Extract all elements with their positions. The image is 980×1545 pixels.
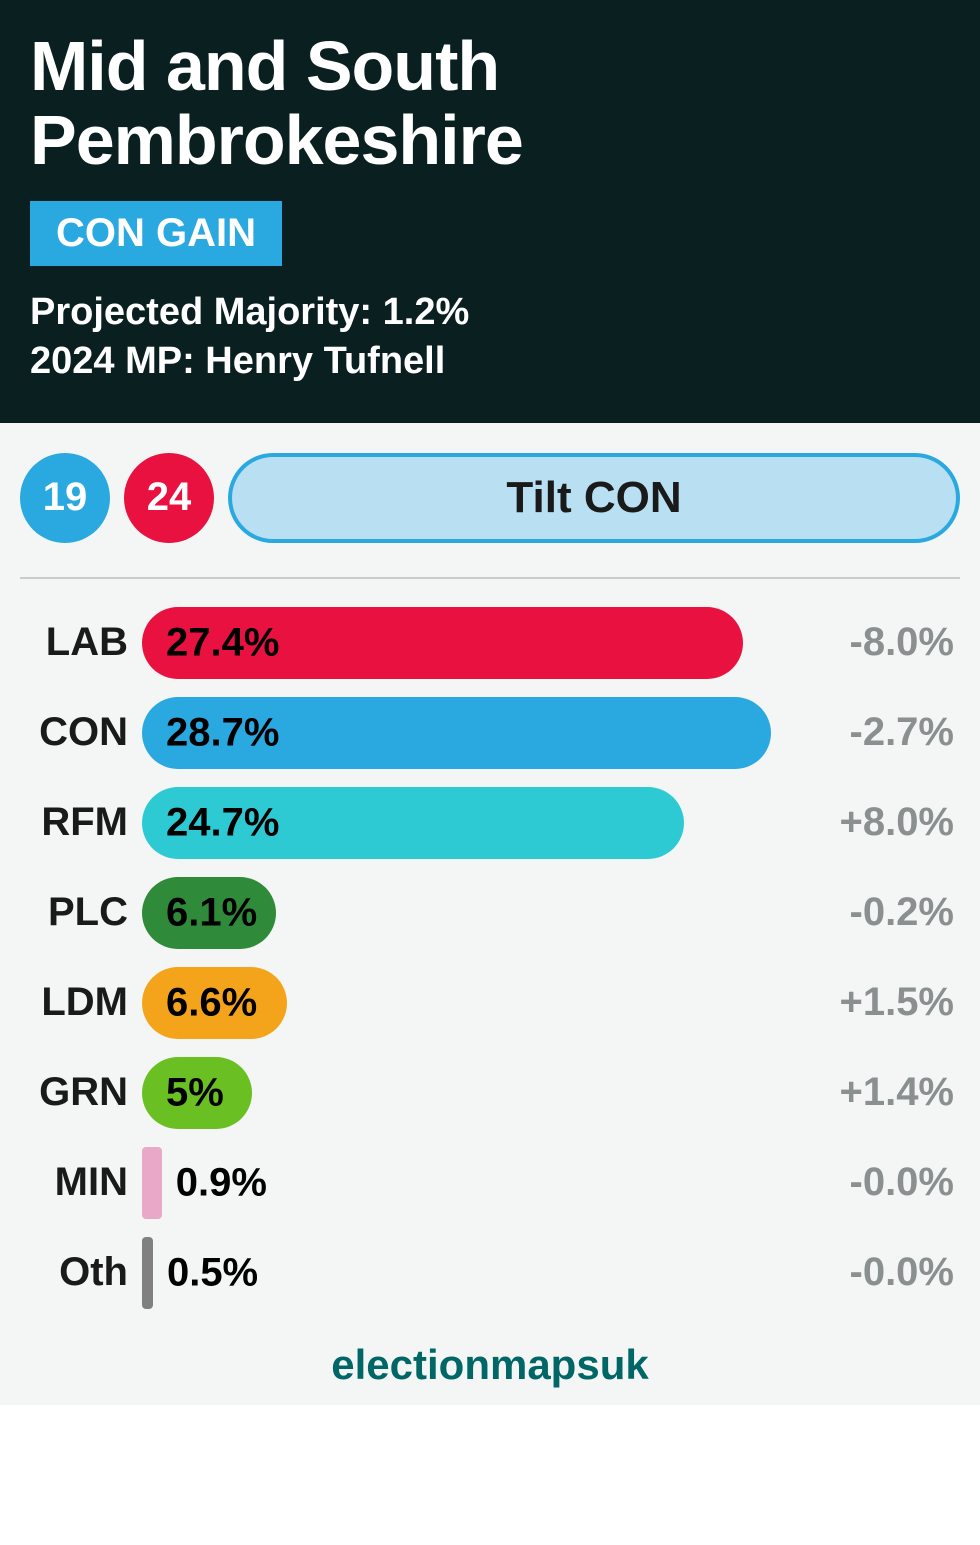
bar: 0.5%: [142, 1237, 153, 1309]
header-panel: Mid and South Pembrokeshire CON GAIN Pro…: [0, 0, 980, 423]
year-pill-24: 24: [124, 453, 214, 543]
bar-row: LDM 6.6% +1.5%: [20, 967, 960, 1039]
bar-zone: 27.4%: [142, 607, 800, 679]
party-label: LAB: [20, 620, 142, 665]
bar-rows-container: LAB 27.4% -8.0% CON 28.7% -2.7% RFM 24.7% +8.0% P…: [20, 607, 960, 1309]
bar-row: CON 28.7% -2.7%: [20, 697, 960, 769]
bar-zone: 6.6%: [142, 967, 800, 1039]
pills-row: 19 24 Tilt CON: [20, 453, 960, 543]
chart-panel: 19 24 Tilt CON LAB 27.4% -8.0% CON 28.7% -2.7…: [0, 423, 980, 1405]
change-label: +1.4%: [800, 1070, 960, 1115]
change-label: -8.0%: [800, 620, 960, 665]
bar: 6.6%: [142, 967, 287, 1039]
change-label: -0.0%: [800, 1250, 960, 1295]
bar-row: RFM 24.7% +8.0%: [20, 787, 960, 859]
party-label: GRN: [20, 1070, 142, 1115]
bar: 24.7%: [142, 787, 684, 859]
bar-pct-label: 27.4%: [166, 620, 279, 665]
bar-pct-label: 5%: [166, 1070, 224, 1115]
bar: 6.1%: [142, 877, 276, 949]
bar-row: LAB 27.4% -8.0%: [20, 607, 960, 679]
bar-zone: 0.5%: [142, 1237, 800, 1309]
majority-line: Projected Majority: 1.2%: [30, 288, 950, 337]
gain-badge: CON GAIN: [30, 201, 282, 266]
party-label: MIN: [20, 1160, 142, 1205]
bar-pct-label: 6.1%: [166, 890, 257, 935]
bar-zone: 28.7%: [142, 697, 800, 769]
bar: 28.7%: [142, 697, 771, 769]
constituency-title: Mid and South Pembrokeshire: [30, 30, 950, 177]
party-label: RFM: [20, 800, 142, 845]
bar-pct-label: 0.5%: [167, 1250, 258, 1295]
bar-row: PLC 6.1% -0.2%: [20, 877, 960, 949]
bar-pct-label: 28.7%: [166, 710, 279, 755]
divider: [20, 577, 960, 579]
bar-zone: 24.7%: [142, 787, 800, 859]
bar-pct-label: 0.9%: [176, 1160, 267, 1205]
change-label: -0.0%: [800, 1160, 960, 1205]
bar-pct-label: 24.7%: [166, 800, 279, 845]
mp-line: 2024 MP: Henry Tufnell: [30, 337, 950, 386]
change-label: -0.2%: [800, 890, 960, 935]
change-label: -2.7%: [800, 710, 960, 755]
bar-zone: 0.9%: [142, 1147, 800, 1219]
bar-zone: 5%: [142, 1057, 800, 1129]
year-pill-19: 19: [20, 453, 110, 543]
tilt-pill: Tilt CON: [228, 453, 960, 543]
party-label: LDM: [20, 980, 142, 1025]
footer-credit: electionmapsuk: [20, 1327, 960, 1395]
party-label: Oth: [20, 1250, 142, 1295]
bar-row: Oth0.5%-0.0%: [20, 1237, 960, 1309]
party-label: PLC: [20, 890, 142, 935]
bar-pct-label: 6.6%: [166, 980, 257, 1025]
bar: 0.9%: [142, 1147, 162, 1219]
bar-row: MIN0.9%-0.0%: [20, 1147, 960, 1219]
party-label: CON: [20, 710, 142, 755]
change-label: +8.0%: [800, 800, 960, 845]
bar-row: GRN 5% +1.4%: [20, 1057, 960, 1129]
bar: 5%: [142, 1057, 252, 1129]
bar: 27.4%: [142, 607, 743, 679]
bar-zone: 6.1%: [142, 877, 800, 949]
change-label: +1.5%: [800, 980, 960, 1025]
